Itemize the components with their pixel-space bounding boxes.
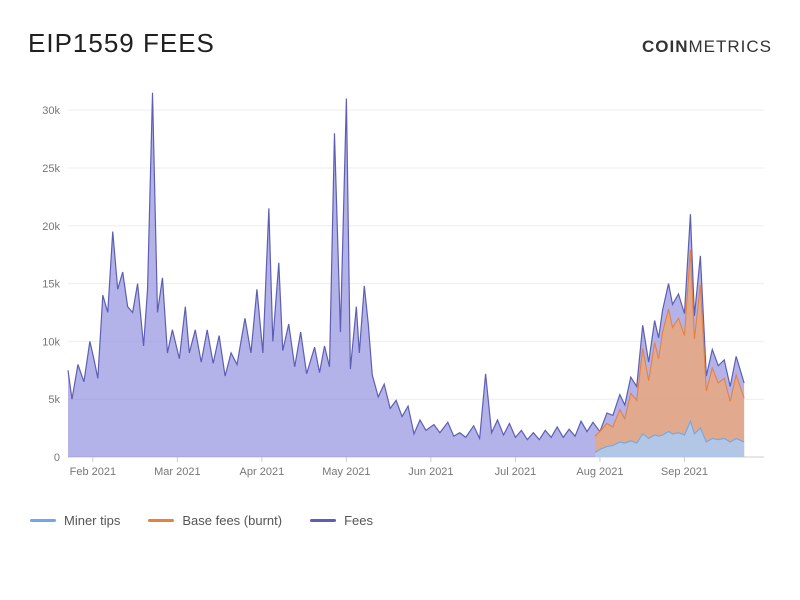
- legend-swatch: [310, 519, 336, 522]
- y-tick-label: 10k: [42, 336, 60, 348]
- legend-label: Fees: [344, 513, 373, 528]
- x-tick-label: Aug 2021: [576, 466, 623, 478]
- chart-title: EIP1559 FEES: [28, 28, 215, 59]
- header: EIP1559 FEES COINMETRICS: [28, 28, 772, 59]
- legend-item-fees: Fees: [310, 513, 373, 528]
- y-tick-label: 0: [54, 452, 60, 464]
- chart-area: 0 5k 10k 15k 20k 25k 30k Feb 2021 Mar 2021 Apr 20…: [28, 69, 772, 499]
- x-tick-label: May 2021: [322, 466, 370, 478]
- base_fees-area: [595, 250, 744, 457]
- x-tick-label: Jul 2021: [495, 466, 537, 478]
- legend-swatch: [148, 519, 174, 522]
- y-tick-label: 15k: [42, 279, 60, 291]
- y-tick-label: 20k: [42, 221, 60, 233]
- y-tick-label: 5k: [48, 394, 60, 406]
- y-tick-label: 25k: [42, 163, 60, 175]
- brand-light: METRICS: [689, 37, 773, 56]
- legend: Miner tips Base fees (burnt) Fees: [30, 513, 772, 528]
- brand-bold: COIN: [642, 37, 689, 56]
- x-tick-label: Feb 2021: [70, 466, 116, 478]
- chart-card: EIP1559 FEES COINMETRICS 0 5k 10k 15k 20k 25k…: [0, 0, 800, 600]
- x-tick-label: Jun 2021: [408, 466, 453, 478]
- legend-label: Miner tips: [64, 513, 120, 528]
- x-tick-label: Mar 2021: [154, 466, 200, 478]
- chart-svg: 0 5k 10k 15k 20k 25k 30k Feb 2021 Mar 2021 Apr 20…: [28, 69, 772, 499]
- legend-item-miner_tips: Miner tips: [30, 513, 120, 528]
- legend-item-base_fees: Base fees (burnt): [148, 513, 282, 528]
- legend-swatch: [30, 519, 56, 522]
- legend-label: Base fees (burnt): [182, 513, 282, 528]
- brand-logo: COINMETRICS: [642, 37, 772, 57]
- x-tick-label: Apr 2021: [240, 466, 285, 478]
- x-tick-label: Sep 2021: [661, 466, 708, 478]
- y-tick-label: 30k: [42, 105, 60, 117]
